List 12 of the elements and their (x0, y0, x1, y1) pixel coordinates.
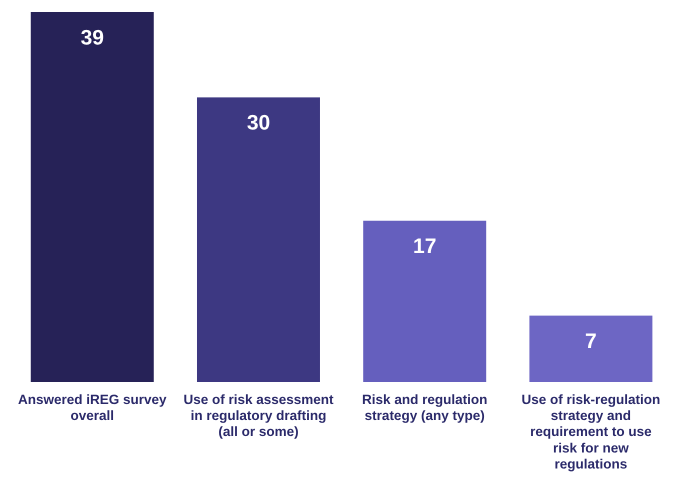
data-label: 7 (585, 330, 597, 353)
bar (529, 316, 652, 382)
data-label: 17 (413, 235, 436, 258)
bar (196, 97, 320, 382)
x-tick-label: Risk and regulation strategy (any type) (362, 392, 488, 424)
x-tick-label: Use of risk assessment in regulatory drafting (all or some) (183, 392, 334, 440)
bar (30, 12, 154, 382)
x-tick-label: Answered iREG survey overall (18, 392, 168, 424)
x-tick-label: Use of risk-regulation strategy and requirement to use risk for new regulations (522, 392, 660, 472)
data-label: 30 (246, 112, 270, 135)
bar (363, 220, 486, 382)
data-label: 39 (80, 26, 104, 50)
